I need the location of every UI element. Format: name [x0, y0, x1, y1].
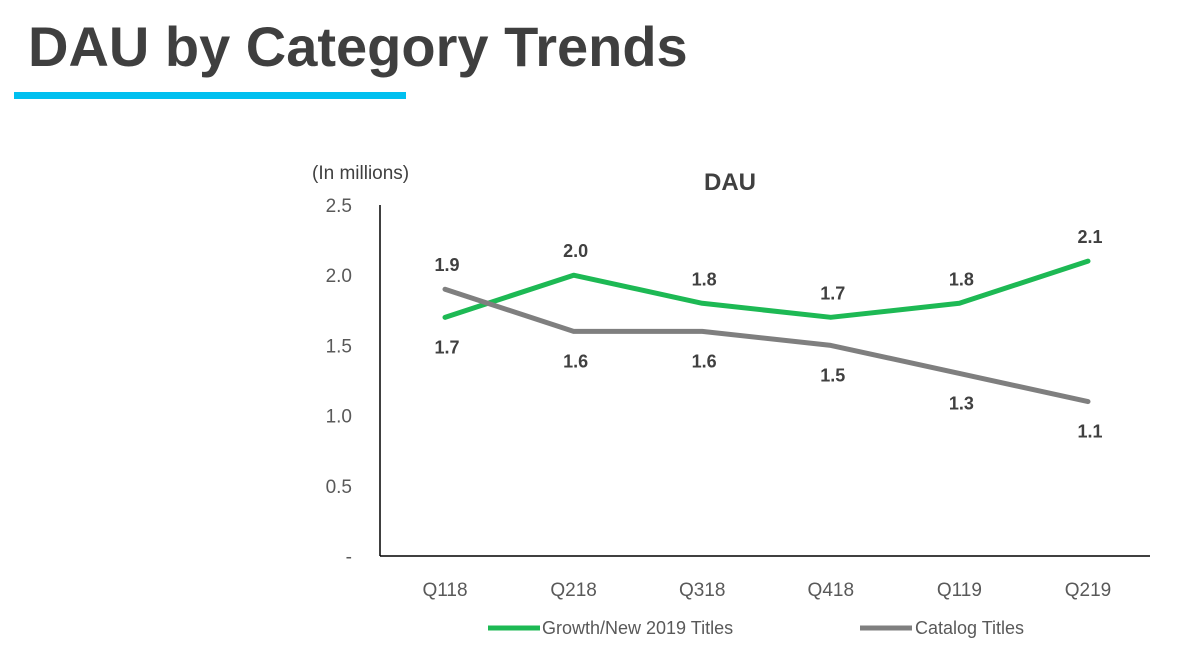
y-tick-label: 0.5 — [326, 477, 352, 498]
x-tick-label: Q318 — [679, 580, 725, 601]
chart-title: DAU — [704, 169, 756, 196]
y-tick-label: 1.5 — [326, 336, 352, 357]
data-label: 1.8 — [949, 269, 974, 289]
data-label: 2.0 — [563, 241, 588, 261]
x-tick-label: Q418 — [808, 580, 854, 601]
data-label: 1.8 — [692, 269, 717, 289]
data-label: 2.1 — [1077, 227, 1102, 247]
data-label: 1.6 — [563, 351, 588, 371]
data-label: 1.7 — [820, 283, 845, 303]
y-tick-label: 2.0 — [326, 266, 352, 287]
data-label: 1.3 — [949, 393, 974, 413]
data-label: 1.1 — [1077, 422, 1102, 442]
y-tick-label: 2.5 — [326, 196, 352, 217]
x-tick-label: Q118 — [422, 580, 467, 601]
data-labels: 1.7 2.0 1.8 1.7 1.8 2.1 1.9 1.6 1.6 1.5 1.3 1.1 — [434, 227, 1102, 441]
x-axis: Q118 Q218 Q318 Q418 Q119 Q219 — [380, 555, 1150, 601]
data-label: 1.5 — [820, 365, 845, 385]
series-lines — [442, 258, 1091, 405]
series-line-0 — [442, 258, 1091, 320]
data-label: 1.9 — [434, 255, 459, 275]
series-line-1 — [442, 286, 1091, 405]
y-tick-label: - — [346, 547, 352, 568]
data-label: 1.6 — [692, 351, 717, 371]
y-axis: - 0.5 1.0 1.5 2.0 2.5 — [326, 196, 381, 568]
legend-label: Catalog Titles — [915, 618, 1024, 638]
slide-title: DAU by Category Trends — [28, 15, 688, 78]
y-tick-label: 1.0 — [326, 407, 352, 428]
title-underline — [14, 92, 406, 99]
x-tick-label: Q218 — [550, 580, 596, 601]
x-tick-label: Q119 — [937, 580, 982, 601]
legend-label: Growth/New 2019 Titles — [542, 618, 733, 638]
data-label: 1.7 — [434, 337, 459, 357]
legend: Growth/New 2019 Titles Catalog Titles — [488, 618, 1024, 638]
x-tick-label: Q219 — [1065, 580, 1111, 601]
unit-label: (In millions) — [312, 163, 409, 184]
